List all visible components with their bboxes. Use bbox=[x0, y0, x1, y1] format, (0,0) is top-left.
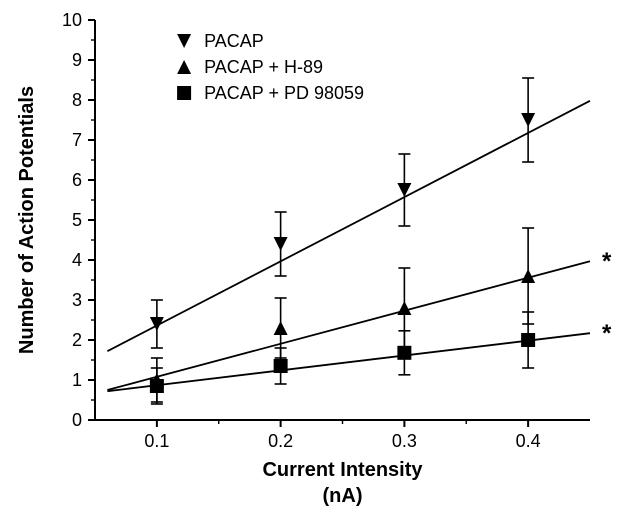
x-tick-label: 0.4 bbox=[516, 431, 541, 451]
y-tick-label: 9 bbox=[72, 50, 82, 70]
y-tick-label: 3 bbox=[72, 290, 82, 310]
x-axis-sublabel: (nA) bbox=[323, 485, 363, 507]
y-tick-label: 7 bbox=[72, 130, 82, 150]
legend-label: PACAP + H-89 bbox=[204, 57, 323, 77]
legend-label: PACAP + PD 98059 bbox=[204, 83, 364, 103]
series-annotation: * bbox=[602, 248, 612, 275]
x-tick-label: 0.2 bbox=[268, 431, 293, 451]
y-tick-label: 0 bbox=[72, 410, 82, 430]
fit-line bbox=[107, 101, 590, 351]
y-tick-label: 1 bbox=[72, 370, 82, 390]
legend-label: PACAP bbox=[204, 31, 264, 51]
x-tick-label: 0.1 bbox=[144, 431, 169, 451]
y-tick-label: 10 bbox=[62, 10, 82, 30]
fit-line bbox=[107, 261, 590, 390]
x-tick-label: 0.3 bbox=[392, 431, 417, 451]
y-tick-label: 4 bbox=[72, 250, 82, 270]
series-annotation: * bbox=[602, 320, 612, 347]
y-tick-label: 8 bbox=[72, 90, 82, 110]
series-0 bbox=[107, 78, 590, 351]
y-tick-label: 5 bbox=[72, 210, 82, 230]
fit-line bbox=[107, 333, 590, 391]
series-1 bbox=[107, 228, 590, 402]
chart-canvas: 0 1 2 3 4 5 6 7 8 9 10 0.1 0.2 0.3 0.4 Current Intensit… bbox=[0, 0, 632, 514]
y-tick-label: 6 bbox=[72, 170, 82, 190]
y-axis-label: Number of Action Potentials bbox=[16, 86, 38, 354]
y-tick-label: 2 bbox=[72, 330, 82, 350]
x-axis-label: Current Intensity bbox=[262, 459, 423, 481]
